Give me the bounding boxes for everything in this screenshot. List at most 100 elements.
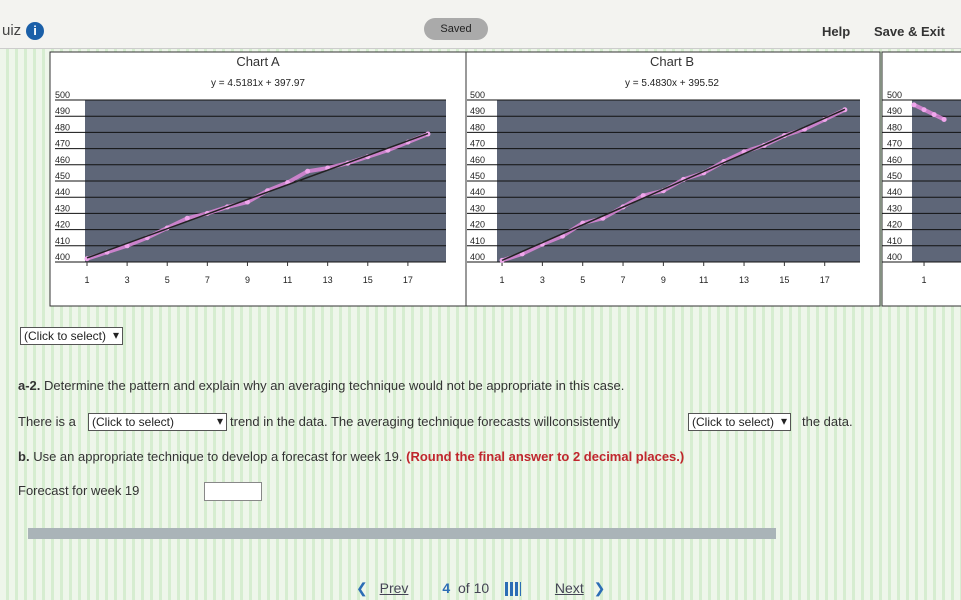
y-tick-label: 490 <box>55 106 70 116</box>
y-tick-label: 460 <box>887 155 902 165</box>
round-note: (Round the final answer to 2 decimal pla… <box>406 449 685 464</box>
chart-title: Chart A <box>236 54 280 69</box>
question-a2: a-2. Determine the pattern and explain w… <box>18 378 624 393</box>
question-b: b. Use an appropriate technique to devel… <box>18 449 684 464</box>
trend-select[interactable]: (Click to select) <box>88 413 227 431</box>
y-tick-label: 470 <box>887 139 902 149</box>
x-tick-label: 7 <box>205 275 210 285</box>
question-label: b. <box>18 449 30 464</box>
data-point <box>184 215 190 221</box>
x-tick-label: 1 <box>500 275 505 285</box>
y-tick-label: 400 <box>470 252 485 262</box>
y-tick-label: 410 <box>887 236 902 246</box>
scrollbar[interactable] <box>28 528 776 539</box>
forecast-input[interactable] <box>204 482 262 501</box>
x-tick-label: 9 <box>245 275 250 285</box>
chart: Chart B y = 5.4830x + 395.52 400 410 420 430 4… <box>467 54 860 285</box>
y-tick-label: 410 <box>55 236 70 246</box>
y-tick-label: 450 <box>55 171 70 181</box>
grid-icon[interactable] <box>505 582 522 597</box>
forecast-label: Forecast for week 19 <box>18 483 140 498</box>
page-total: of 10 <box>458 580 490 596</box>
y-tick-label: 490 <box>470 106 485 116</box>
x-tick-label: 15 <box>363 275 373 285</box>
y-tick-label: 500 <box>887 90 902 100</box>
data-point <box>911 102 917 108</box>
y-tick-label: 480 <box>470 122 485 132</box>
y-tick-label: 400 <box>887 252 902 262</box>
x-tick-label: 5 <box>580 275 585 285</box>
data-point <box>931 112 937 118</box>
save-exit-link[interactable]: Save & Exit <box>874 24 945 39</box>
y-tick-label: 400 <box>55 252 70 262</box>
y-tick-label: 440 <box>470 187 485 197</box>
y-tick-label: 480 <box>887 122 902 132</box>
data-point <box>305 168 311 174</box>
y-tick-label: 460 <box>55 155 70 165</box>
y-tick-label: 500 <box>470 90 485 100</box>
y-tick-label: 500 <box>55 90 70 100</box>
question-text: Determine the pattern and explain why an… <box>44 378 625 393</box>
y-tick-label: 450 <box>887 171 902 181</box>
data-point <box>941 116 947 122</box>
y-tick-label: 430 <box>887 203 902 213</box>
y-tick-label: 430 <box>55 203 70 213</box>
x-tick-label: 5 <box>165 275 170 285</box>
x-tick-label: 1 <box>84 275 89 285</box>
x-tick-label: 13 <box>739 275 749 285</box>
x-tick-label: 9 <box>661 275 666 285</box>
y-tick-label: 470 <box>470 139 485 149</box>
y-tick-label: 480 <box>55 122 70 132</box>
trend-equation: y = 4.5181x + 397.97 <box>211 78 305 89</box>
x-tick-label: 15 <box>779 275 789 285</box>
direction-select[interactable]: (Click to select) <box>688 413 792 431</box>
chart-select[interactable]: (Click to select) <box>20 327 124 345</box>
next-button[interactable]: Next <box>554 580 584 596</box>
charts: Chart Ay = 4.5181x + 397.974004104204304… <box>49 51 961 307</box>
y-tick-label: 460 <box>470 155 485 165</box>
y-tick-label: 470 <box>55 139 70 149</box>
y-tick-label: 490 <box>887 106 902 116</box>
x-tick-label: 3 <box>125 275 130 285</box>
x-tick-label: 3 <box>540 275 545 285</box>
quiz-title: uiz <box>2 22 22 39</box>
y-tick-label: 440 <box>887 187 902 197</box>
saved-status: Saved <box>424 18 488 40</box>
help-link[interactable]: Help <box>822 24 851 39</box>
trend-equation: y = 5.4830x + 395.52 <box>625 78 719 89</box>
question-text: Use an appropriate technique to develop … <box>33 449 403 464</box>
y-tick-label: 420 <box>470 220 485 230</box>
chart: 400 410 420 430 440 450 460 470 480 490 500 1 <box>882 90 961 285</box>
page-number: 4 <box>442 580 451 596</box>
x-tick-label: 11 <box>699 275 708 285</box>
prev-arrow[interactable]: ❮ <box>356 580 368 596</box>
pager: ❮ Prev 4 of 10 Next ❯ <box>356 580 605 597</box>
y-tick-label: 420 <box>887 220 902 230</box>
y-tick-label: 410 <box>470 236 485 246</box>
trend-line <box>86 132 429 259</box>
sentence-part: the data. <box>802 414 853 429</box>
y-tick-label: 450 <box>470 171 485 181</box>
x-tick-label: 1 <box>922 275 927 285</box>
x-tick-label: 17 <box>403 275 413 285</box>
data-point <box>921 107 927 113</box>
chart-title: Chart B <box>650 54 694 69</box>
next-arrow[interactable]: ❯ <box>593 580 606 596</box>
x-tick-label: 17 <box>820 275 830 285</box>
data-point <box>244 199 250 205</box>
trend-line <box>501 108 846 262</box>
top-bar: uiz i Saved Help Save & Exit <box>0 0 961 49</box>
sentence-part: There is a <box>18 414 76 429</box>
y-tick-label: 420 <box>55 220 70 230</box>
x-tick-label: 11 <box>283 275 292 285</box>
y-tick-label: 440 <box>55 187 70 197</box>
y-tick-label: 430 <box>470 203 485 213</box>
sentence-part: trend in the data. The averaging techniq… <box>230 414 620 429</box>
chart: Chart A y = 4.5181x + 397.97 400 410 420 430 4… <box>55 54 446 285</box>
question-label: a-2. <box>18 378 41 393</box>
prev-button[interactable]: Prev <box>379 580 409 596</box>
data-line <box>913 103 945 122</box>
info-icon[interactable]: i <box>26 22 44 40</box>
x-tick-label: 7 <box>621 275 626 285</box>
